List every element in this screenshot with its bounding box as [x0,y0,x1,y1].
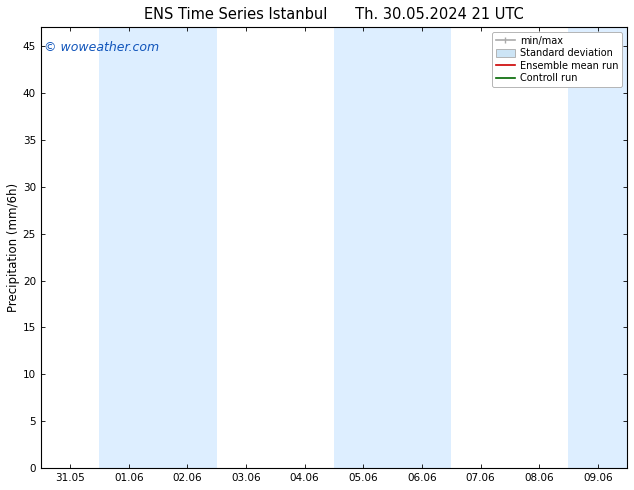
Bar [334,27,451,468]
Title: ENS Time Series Istanbul      Th. 30.05.2024 21 UTC: ENS Time Series Istanbul Th. 30.05.2024 … [144,7,524,22]
Legend: min/max, Standard deviation, Ensemble mean run, Controll run: min/max, Standard deviation, Ensemble me… [491,32,622,87]
Y-axis label: Precipitation (mm/6h): Precipitation (mm/6h) [7,183,20,312]
Bar [100,27,217,468]
Text: © woweather.com: © woweather.com [44,41,159,53]
Bar [569,27,627,468]
